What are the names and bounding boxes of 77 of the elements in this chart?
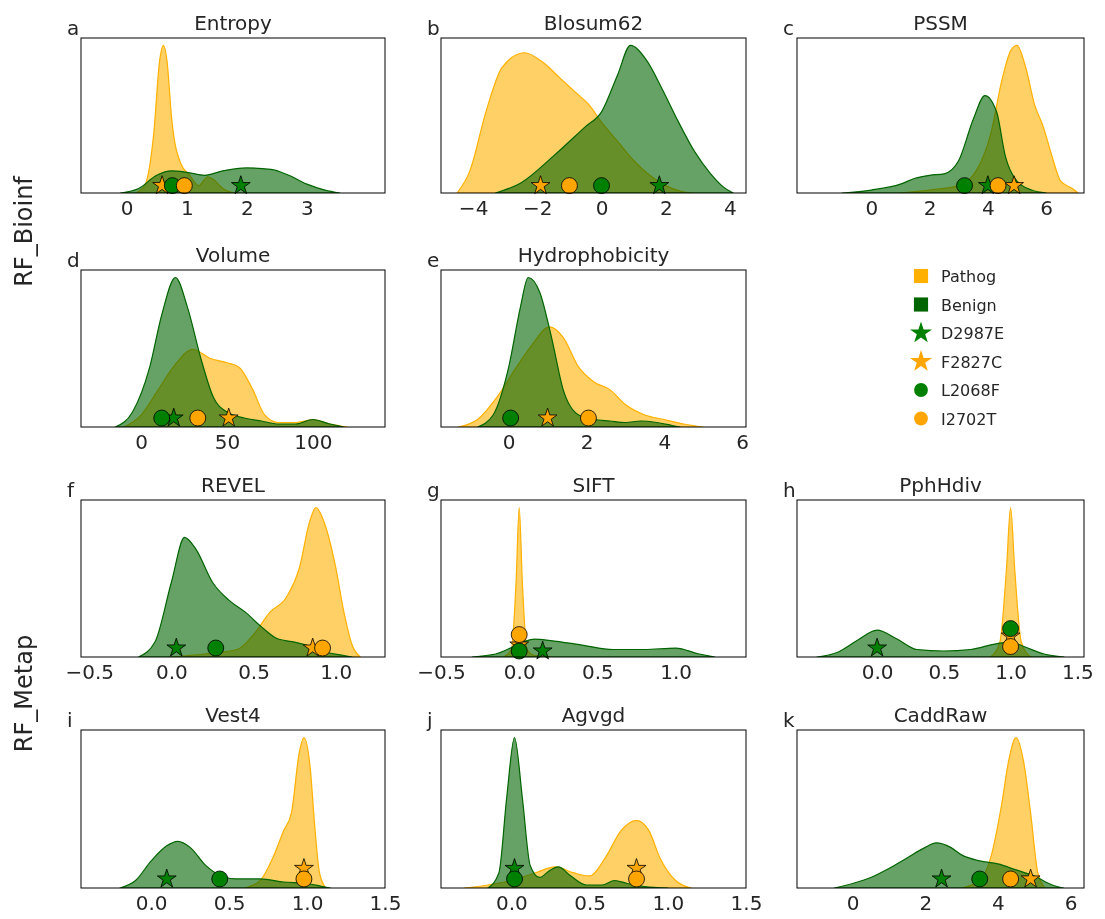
x-tick-label: 0.0: [861, 660, 894, 685]
text: b: [427, 16, 440, 40]
text: a: [67, 16, 80, 40]
x-tick-label: 1.0: [320, 660, 353, 685]
x-tick-label: −0.5: [65, 660, 115, 685]
chart-title: PSSM: [913, 11, 968, 35]
x-tick-label: 1.0: [660, 660, 693, 685]
text: c: [783, 16, 794, 40]
x-tick-label: 0.5: [238, 660, 270, 685]
x-tick-label: 0.5: [582, 660, 614, 685]
x-tick-label: 0.0: [135, 891, 168, 916]
chart-title: Entropy: [194, 11, 273, 35]
chart-title: Volume: [195, 243, 271, 267]
text: f: [67, 478, 75, 502]
x-tick-label: 2: [580, 430, 594, 455]
x-tick-label: 3: [301, 196, 314, 221]
legend-label: I2702T: [941, 409, 997, 429]
legend-label: Benign: [941, 295, 997, 315]
legend-label: Pathog: [941, 267, 997, 286]
text: k: [783, 708, 795, 732]
chart-title: SIFT: [572, 473, 616, 497]
chart-title: Agvgd: [561, 703, 626, 727]
x-tick-label: 0.5: [213, 891, 246, 916]
text: g: [427, 478, 440, 502]
x-tick-label: 4: [981, 196, 995, 221]
x-tick-label: 1.5: [369, 891, 402, 916]
x-tick-label: 2: [919, 891, 933, 916]
legend-label: F2827C: [941, 352, 1003, 372]
x-tick-label: 1: [180, 196, 194, 221]
chart-title: Vest4: [205, 703, 261, 727]
x-tick-label: 1.0: [652, 891, 685, 916]
y-axis-title: RF_Bioinf: [10, 175, 38, 287]
x-tick-label: 0.5: [574, 891, 606, 916]
x-tick-label: 0.5: [928, 660, 961, 685]
chart-title: Hydrophobicity: [517, 243, 670, 267]
x-tick-label: 0: [502, 430, 516, 455]
x-tick-label: 6: [1040, 196, 1053, 221]
text: d: [67, 248, 80, 272]
x-tick-label: 6: [736, 430, 749, 455]
x-tick-label: −0.5: [417, 660, 466, 685]
x-tick-label: −4: [458, 196, 489, 221]
x-tick-label: 2: [240, 196, 254, 221]
legend-label: D2987E: [941, 324, 1005, 343]
chart-title: Blosum62: [543, 11, 644, 35]
legend-label: L2068F: [941, 381, 1000, 400]
x-tick-label: 2: [923, 196, 937, 221]
x-tick-label: 2: [659, 196, 673, 221]
x-tick-label: 0.0: [155, 660, 188, 685]
x-tick-label: 1.5: [730, 891, 763, 916]
x-tick-label: 0: [865, 196, 879, 221]
x-tick-label: 4: [992, 891, 1005, 916]
text: j: [426, 708, 433, 732]
chart-title: REVEL: [201, 473, 266, 497]
x-tick-label: 0: [846, 891, 860, 916]
text: e: [427, 248, 440, 272]
chart-title: CaddRaw: [893, 703, 988, 727]
point: [867, 637, 887, 657]
x-tick-label: 50: [214, 430, 241, 455]
point: [1002, 638, 1019, 655]
x-tick-label: 0: [595, 196, 609, 221]
x-tick-label: 100: [294, 430, 333, 455]
point: [1002, 620, 1019, 637]
x-tick-label: 0: [120, 196, 134, 221]
x-tick-label: 4: [658, 430, 672, 455]
x-tick-label: 0.0: [503, 660, 536, 685]
x-tick-label: 0.0: [495, 891, 528, 916]
x-tick-label: 1.0: [291, 891, 324, 916]
x-tick-label: 1.0: [995, 660, 1027, 685]
y-axis-title: RF_Metap: [10, 634, 38, 753]
chart-title: PphHdiv: [899, 473, 982, 497]
text: i: [67, 708, 73, 732]
text: h: [783, 478, 796, 502]
x-tick-label: 6: [1064, 891, 1078, 916]
x-tick-label: 0: [135, 430, 148, 455]
x-tick-label: −2: [523, 196, 553, 221]
x-tick-label: 4: [724, 196, 737, 221]
x-tick-label: 1.5: [1061, 660, 1094, 685]
